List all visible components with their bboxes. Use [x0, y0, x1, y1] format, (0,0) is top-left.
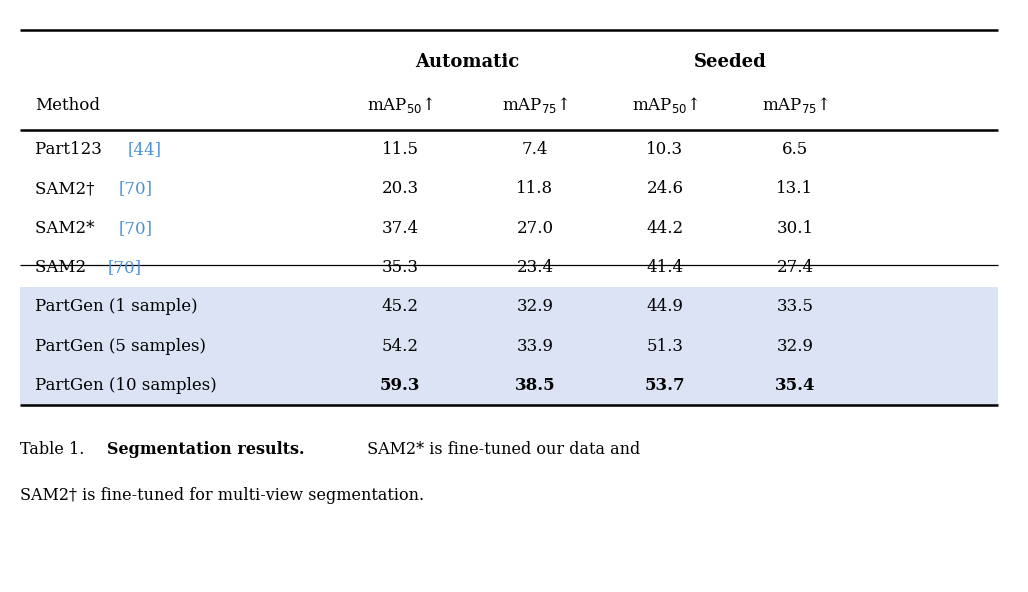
Text: SAM2†: SAM2†: [35, 181, 100, 197]
Text: 45.2: 45.2: [381, 298, 418, 316]
Bar: [20, 366, 998, 405]
Text: [70]: [70]: [118, 181, 152, 197]
Bar: [20, 326, 998, 366]
Text: 27.4: 27.4: [776, 259, 813, 276]
Text: 41.4: 41.4: [647, 259, 684, 276]
Text: SAM2: SAM2: [35, 259, 91, 276]
Text: 24.6: 24.6: [647, 181, 684, 197]
Text: 33.9: 33.9: [516, 337, 553, 355]
Text: 32.9: 32.9: [516, 298, 553, 316]
Text: 13.1: 13.1: [776, 181, 813, 197]
Text: 23.4: 23.4: [516, 259, 553, 276]
Text: 11.5: 11.5: [381, 141, 418, 158]
Text: mAP$_{50}$↑: mAP$_{50}$↑: [367, 95, 434, 115]
Text: 20.3: 20.3: [381, 181, 418, 197]
Text: SAM2*: SAM2*: [35, 220, 100, 237]
Text: Seeded: Seeded: [694, 53, 767, 71]
Text: 38.5: 38.5: [515, 377, 555, 394]
Text: 59.3: 59.3: [379, 377, 420, 394]
Text: 7.4: 7.4: [522, 141, 548, 158]
Text: [70]: [70]: [118, 220, 152, 237]
Text: 33.5: 33.5: [776, 298, 813, 316]
Text: 53.7: 53.7: [645, 377, 686, 394]
Text: SAM2* is fine-tuned our data and: SAM2* is fine-tuned our data and: [362, 442, 640, 458]
Text: Part123: Part123: [35, 141, 107, 158]
Text: 11.8: 11.8: [516, 181, 553, 197]
Text: mAP$_{50}$↑: mAP$_{50}$↑: [631, 95, 698, 115]
Text: 35.3: 35.3: [381, 259, 418, 276]
Text: [70]: [70]: [108, 259, 142, 276]
Text: 30.1: 30.1: [776, 220, 813, 237]
Text: 51.3: 51.3: [647, 337, 684, 355]
Text: PartGen (5 samples): PartGen (5 samples): [35, 337, 206, 355]
Text: 37.4: 37.4: [381, 220, 418, 237]
Text: Segmentation results.: Segmentation results.: [107, 442, 304, 458]
Text: 44.9: 44.9: [647, 298, 684, 316]
Text: mAP$_{75}$↑: mAP$_{75}$↑: [762, 95, 829, 115]
Text: Automatic: Automatic: [415, 53, 519, 71]
Text: 6.5: 6.5: [782, 141, 808, 158]
Text: SAM2† is fine-tuned for multi-view segmentation.: SAM2† is fine-tuned for multi-view segme…: [20, 487, 425, 504]
Bar: [20, 287, 998, 326]
Text: Method: Method: [35, 96, 100, 114]
Text: Table 1.: Table 1.: [20, 442, 87, 458]
Text: 54.2: 54.2: [381, 337, 418, 355]
Text: 44.2: 44.2: [647, 220, 684, 237]
Text: PartGen (10 samples): PartGen (10 samples): [35, 377, 217, 394]
Text: [44]: [44]: [128, 141, 162, 158]
Text: 32.9: 32.9: [776, 337, 813, 355]
Text: 35.4: 35.4: [775, 377, 815, 394]
Text: 10.3: 10.3: [647, 141, 684, 158]
Text: mAP$_{75}$↑: mAP$_{75}$↑: [502, 95, 568, 115]
Text: PartGen (1 sample): PartGen (1 sample): [35, 298, 197, 316]
Text: 27.0: 27.0: [516, 220, 553, 237]
